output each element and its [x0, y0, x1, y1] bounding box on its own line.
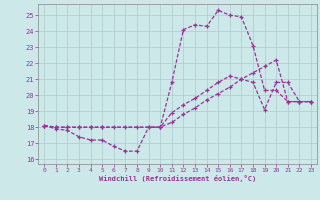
X-axis label: Windchill (Refroidissement éolien,°C): Windchill (Refroidissement éolien,°C) — [99, 175, 256, 182]
